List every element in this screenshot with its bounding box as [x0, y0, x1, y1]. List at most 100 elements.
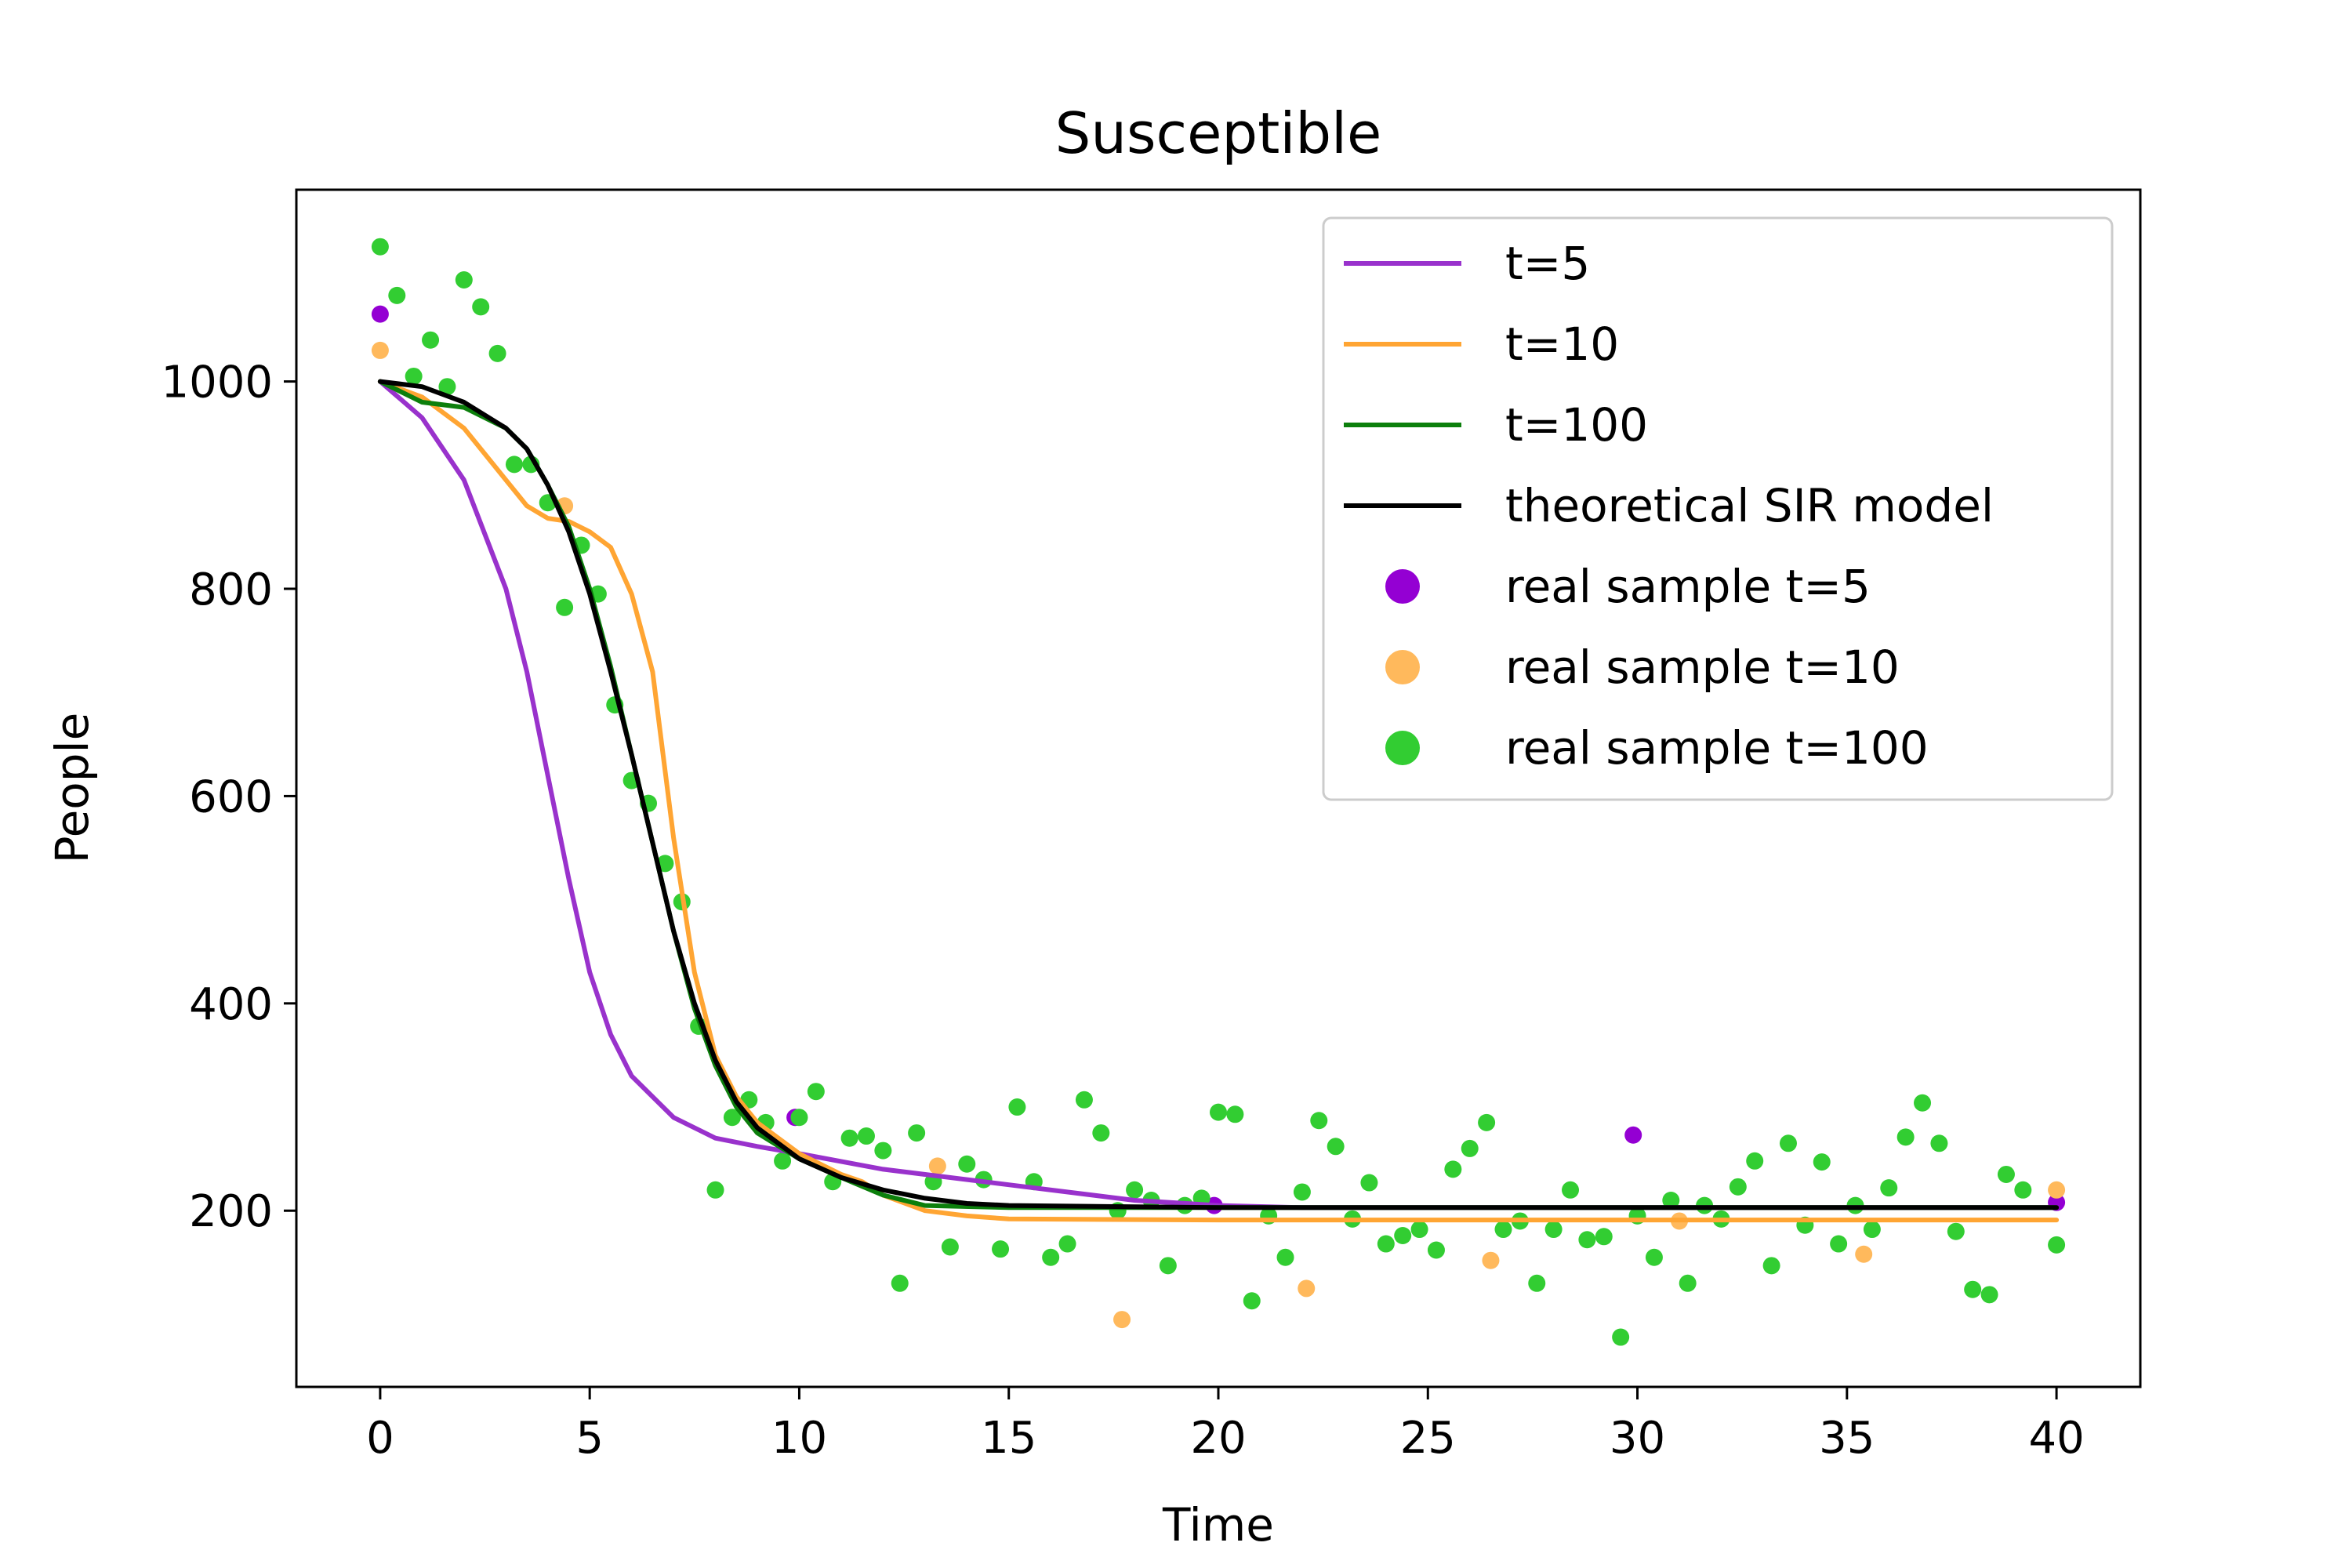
y-tick-label: 800 — [189, 564, 273, 615]
scatter-point — [1980, 1286, 1998, 1304]
scatter-point — [1779, 1134, 1797, 1152]
legend-label: real sample t=100 — [1505, 721, 1929, 775]
legend-entry: real sample t=10 — [1385, 641, 1900, 694]
x-tick-label: 5 — [575, 1413, 604, 1464]
scatter-point — [958, 1155, 976, 1173]
scatter-point — [1394, 1226, 1412, 1244]
scatter-point — [840, 1129, 858, 1147]
scatter-point — [2048, 1236, 2066, 1254]
scatter-point — [556, 598, 574, 616]
scatter-point — [1624, 1126, 1642, 1144]
series-5-points — [371, 341, 2066, 1329]
plot-area — [371, 238, 2066, 1346]
x-axis-label: Time — [1162, 1498, 1274, 1552]
x-tick-label: 15 — [981, 1413, 1036, 1464]
scatter-point — [2014, 1181, 2032, 1199]
chart-title: Susceptible — [1055, 100, 1382, 166]
scatter-point — [1762, 1257, 1780, 1275]
x-tick-label: 10 — [771, 1413, 827, 1464]
legend-label: theoretical SIR model — [1505, 479, 1994, 532]
scatter-point — [790, 1109, 808, 1127]
scatter-point — [1210, 1103, 1227, 1121]
scatter-point — [1863, 1221, 1881, 1239]
scatter-point — [405, 367, 423, 385]
scatter-point — [1410, 1221, 1428, 1239]
scatter-point — [371, 305, 389, 323]
scatter-point — [1360, 1174, 1378, 1192]
y-axis-label: People — [45, 713, 99, 864]
scatter-point — [371, 238, 389, 256]
scatter-point — [1964, 1280, 1982, 1298]
scatter-point — [455, 271, 473, 289]
legend-label: real sample t=5 — [1505, 560, 1871, 613]
scatter-point — [1896, 1128, 1915, 1146]
scatter-point — [1461, 1139, 1479, 1157]
scatter-point — [1930, 1134, 1948, 1152]
scatter-point — [1595, 1228, 1613, 1246]
scatter-point — [1482, 1251, 1500, 1269]
scatter-point — [1008, 1098, 1026, 1116]
scatter-point — [1645, 1248, 1663, 1266]
legend: t=5 t=10 t=100 theoretical SIR model real sa… — [1322, 216, 2114, 801]
scatter-point — [928, 1157, 946, 1175]
scatter-point — [1914, 1094, 1932, 1112]
scatter-point — [1544, 1221, 1563, 1239]
scatter-point — [1327, 1138, 1345, 1156]
y-tick-label: 1000 — [161, 358, 273, 408]
scatter-point — [774, 1152, 792, 1170]
legend-entry: t=5 — [1344, 237, 1590, 290]
x-tick-label: 0 — [366, 1413, 394, 1464]
scatter-point — [807, 1083, 825, 1101]
legend-marker-swatch — [1385, 650, 1420, 684]
scatter-point — [1562, 1181, 1580, 1199]
scatter-point — [1494, 1221, 1512, 1239]
scatter-point — [1113, 1311, 1131, 1329]
scatter-point — [857, 1127, 875, 1145]
legend-label: t=100 — [1505, 398, 1648, 452]
scatter-point — [1427, 1241, 1445, 1259]
scatter-point — [1075, 1091, 1093, 1109]
y-tick-label: 400 — [189, 979, 273, 1030]
scatter-point — [388, 286, 406, 304]
legend-entry: t=10 — [1344, 318, 1619, 371]
x-tick-label: 40 — [2028, 1413, 2084, 1464]
scatter-point — [1042, 1248, 1060, 1266]
scatter-point — [1679, 1274, 1697, 1292]
x-tick-label: 20 — [1190, 1413, 1246, 1464]
scatter-point — [941, 1238, 959, 1256]
legend-label: t=5 — [1505, 237, 1590, 290]
scatter-point — [1293, 1183, 1311, 1201]
x-tick-label: 25 — [1400, 1413, 1456, 1464]
scatter-point — [1830, 1235, 1848, 1253]
scatter-point — [1578, 1231, 1596, 1249]
axis-ticks: 0 5 10 15 20 25 30 35 40 200 400 600 800 1000 — [161, 358, 2084, 1464]
scatter-point — [1243, 1292, 1261, 1310]
scatter-point — [472, 298, 490, 316]
scatter-point — [1528, 1274, 1546, 1292]
scatter-point — [1813, 1153, 1831, 1171]
scatter-point — [1612, 1328, 1630, 1346]
scatter-point — [1997, 1165, 2015, 1183]
scatter-point — [1478, 1113, 1496, 1131]
legend-label: real sample t=10 — [1505, 641, 1900, 694]
x-tick-label: 35 — [1819, 1413, 1875, 1464]
scatter-point — [1159, 1257, 1177, 1275]
scatter-point — [422, 331, 440, 349]
scatter-point — [1126, 1181, 1144, 1199]
scatter-point — [908, 1124, 926, 1142]
scatter-point — [438, 378, 456, 396]
legend-entry: real sample t=5 — [1385, 560, 1871, 613]
scatter-point — [1855, 1245, 1873, 1263]
x-tick-label: 30 — [1610, 1413, 1665, 1464]
legend-entry: real sample t=100 — [1385, 721, 1929, 775]
scatter-point — [706, 1181, 724, 1199]
scatter-point — [992, 1240, 1010, 1258]
scatter-point — [1226, 1105, 1244, 1123]
legend-entry: t=100 — [1344, 398, 1648, 452]
scatter-point — [1310, 1112, 1328, 1130]
series-line — [377, 379, 2060, 1210]
scatter-point — [1947, 1222, 1965, 1240]
y-tick-label: 600 — [189, 771, 273, 822]
scatter-point — [1662, 1192, 1680, 1210]
